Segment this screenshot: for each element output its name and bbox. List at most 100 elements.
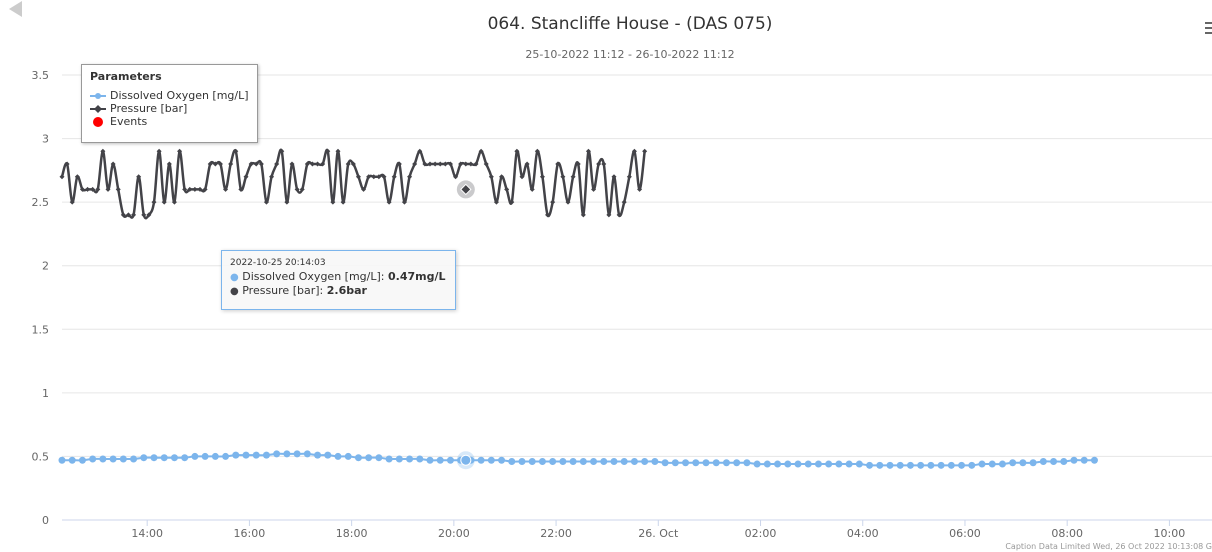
x-tick-label: 02:00 — [745, 527, 777, 540]
oxygen-data-point — [150, 454, 158, 462]
pressure-data-point — [371, 174, 377, 180]
oxygen-data-point — [283, 450, 291, 458]
pressure-data-point — [596, 161, 602, 167]
pressure-data-point — [626, 174, 632, 180]
oxygen-data-point — [784, 460, 792, 468]
line-circle-marker-icon — [90, 92, 106, 99]
pressure-data-point — [560, 174, 566, 180]
pressure-data-point — [529, 186, 535, 192]
pressure-data-point — [74, 174, 80, 180]
pressure-data-point — [514, 148, 520, 154]
pressure-data-point — [238, 186, 244, 192]
oxygen-data-point — [968, 461, 976, 469]
pressure-data-point — [422, 161, 428, 167]
red-circle-icon — [93, 116, 103, 127]
pressure-data-point — [509, 199, 515, 205]
pressure-data-point — [412, 161, 418, 167]
pressure-data-point — [417, 148, 423, 154]
pressure-data-point — [258, 161, 264, 167]
oxygen-data-point — [344, 452, 352, 460]
pressure-data-point — [182, 186, 188, 192]
oxygen-data-point — [477, 456, 485, 464]
pressure-data-point — [69, 199, 75, 205]
pressure-data-point — [248, 161, 254, 167]
oxygen-data-point — [630, 458, 638, 466]
oxygen-hover-point — [460, 454, 472, 466]
y-tick-label: 3.5 — [32, 69, 50, 82]
pressure-data-point — [376, 174, 382, 180]
legend-item-events[interactable]: Events — [90, 115, 249, 128]
pressure-data-point — [161, 199, 167, 205]
oxygen-data-point — [937, 461, 945, 469]
oxygen-data-point — [692, 459, 700, 467]
back-triangle-icon[interactable] — [9, 1, 22, 17]
oxygen-data-point — [1090, 456, 1098, 464]
pressure-data-point — [621, 199, 627, 205]
oxygen-data-point — [978, 460, 986, 468]
chart-tooltip: 2022-10-25 20:14:03 ● Dissolved Oxygen [… — [221, 250, 456, 310]
pressure-data-point — [499, 174, 505, 180]
pressure-data-point — [274, 161, 280, 167]
tooltip-label: Dissolved Oxygen [mg/L]: — [242, 270, 388, 283]
pressure-data-point — [141, 212, 147, 218]
legend-item-pressure[interactable]: Pressure [bar] — [90, 102, 249, 115]
y-tick-label: 2 — [42, 260, 49, 273]
oxygen-data-point — [68, 456, 76, 464]
oxygen-data-point — [242, 451, 250, 459]
oxygen-data-point — [262, 451, 270, 459]
hamburger-menu-icon[interactable] — [1205, 22, 1212, 34]
pressure-data-point — [59, 174, 65, 180]
pressure-data-point — [263, 199, 269, 205]
chart-credits[interactable]: Caption Data Limited Wed, 26 Oct 2022 10… — [1005, 542, 1212, 551]
pressure-data-point — [601, 161, 607, 167]
oxygen-data-point — [825, 460, 833, 468]
pressure-data-point — [79, 186, 85, 192]
x-tick-label: 16:00 — [234, 527, 266, 540]
oxygen-data-point — [109, 455, 117, 463]
oxygen-data-point — [1009, 459, 1017, 467]
pressure-data-point — [315, 161, 321, 167]
pressure-data-point — [330, 199, 336, 205]
oxygen-data-point — [426, 456, 434, 464]
oxygen-data-point — [273, 450, 281, 458]
oxygen-data-point — [763, 460, 771, 468]
pressure-data-point — [611, 174, 617, 180]
y-tick-label: 0 — [42, 514, 49, 527]
pressure-data-point — [320, 161, 326, 167]
pressure-data-point — [355, 174, 361, 180]
pressure-data-point — [468, 161, 474, 167]
oxygen-data-point — [78, 456, 86, 464]
pressure-data-point — [616, 212, 622, 218]
pressure-data-point — [223, 186, 229, 192]
pressure-data-point — [100, 148, 106, 154]
y-tick-label: 0.5 — [32, 450, 50, 463]
oxygen-data-point — [181, 454, 189, 462]
oxygen-data-point — [998, 460, 1006, 468]
pressure-data-point — [550, 199, 556, 205]
pressure-data-point — [478, 148, 484, 154]
pressure-data-point — [299, 186, 305, 192]
oxygen-data-point — [375, 454, 383, 462]
legend-item-label: Pressure [bar] — [110, 102, 188, 115]
pressure-data-point — [519, 174, 525, 180]
oxygen-data-point — [590, 458, 598, 466]
pressure-data-point — [177, 148, 183, 154]
pressure-data-point — [534, 148, 540, 154]
oxygen-data-point — [528, 458, 536, 466]
oxygen-data-point — [354, 454, 362, 462]
pressure-data-point — [217, 161, 223, 167]
y-tick-label: 1 — [42, 387, 49, 400]
oxygen-data-point — [222, 452, 230, 460]
pressure-data-point — [166, 161, 172, 167]
pressure-data-point — [146, 212, 152, 218]
pressure-data-point — [309, 161, 315, 167]
oxygen-data-point — [538, 458, 546, 466]
pressure-data-point — [110, 161, 116, 167]
x-tick-label: 08:00 — [1051, 527, 1083, 540]
oxygen-data-point — [1080, 456, 1088, 464]
oxygen-data-point — [671, 459, 679, 467]
oxygen-data-point — [549, 458, 557, 466]
oxygen-data-point — [753, 460, 761, 468]
legend-item-oxygen[interactable]: Dissolved Oxygen [mg/L] — [90, 89, 249, 102]
pressure-data-point — [228, 161, 234, 167]
